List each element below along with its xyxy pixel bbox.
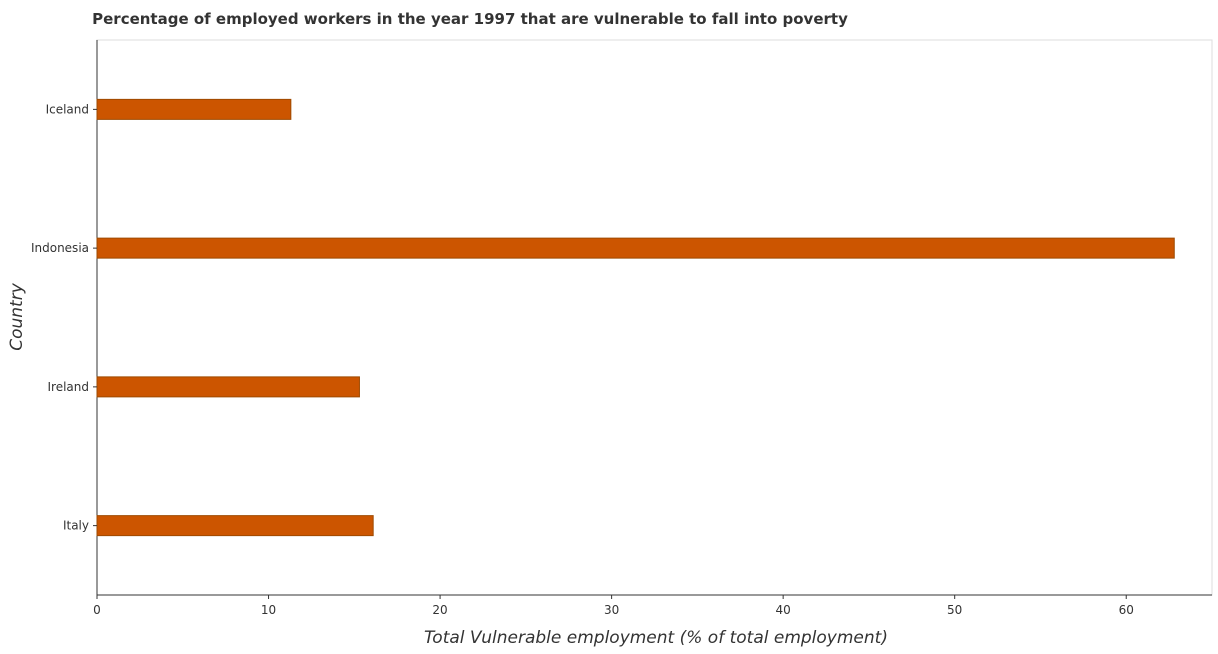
- x-axis-ticks: 0 10 20 30 40 50 60: [93, 595, 1134, 617]
- bar-iceland: [96, 98, 292, 120]
- bar-ireland: [96, 376, 360, 398]
- bars-layer: [96, 98, 1175, 537]
- bar-italy: [96, 515, 374, 537]
- y-tick-label-ireland: Ireland: [47, 380, 89, 394]
- y-tick-label-iceland: Iceland: [46, 102, 89, 116]
- plot-border: [96, 39, 1213, 596]
- y-axis-label: Country: [7, 282, 27, 350]
- x-tick-label-10: 10: [261, 603, 276, 617]
- x-tick-label-60: 60: [1119, 603, 1134, 617]
- x-tick-label-30: 30: [604, 603, 619, 617]
- plot-frame: [96, 39, 1213, 596]
- x-tick-label-20: 20: [432, 603, 447, 617]
- x-tick-label-0: 0: [93, 603, 101, 617]
- x-axis-label: Total Vulnerable employment (% of total …: [424, 628, 888, 648]
- x-tick-label-50: 50: [947, 603, 962, 617]
- y-axis-ticks: Iceland Indonesia Ireland Italy: [31, 102, 97, 533]
- bar-indonesia: [96, 237, 1175, 259]
- chart-title: Percentage of employed workers in the ye…: [92, 10, 848, 28]
- y-tick-label-italy: Italy: [63, 519, 89, 533]
- x-tick-label-40: 40: [776, 603, 791, 617]
- y-tick-label-indonesia: Indonesia: [31, 241, 89, 255]
